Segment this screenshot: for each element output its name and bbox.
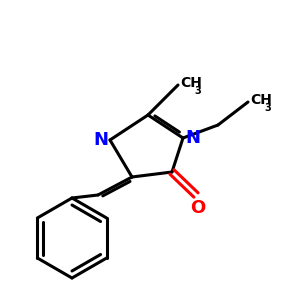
Text: N: N — [93, 131, 108, 149]
Text: CH: CH — [250, 93, 272, 107]
Text: O: O — [190, 199, 206, 217]
Text: 3: 3 — [264, 103, 271, 113]
Text: N: N — [185, 129, 200, 147]
Text: CH: CH — [180, 76, 202, 90]
Text: 3: 3 — [194, 86, 201, 96]
